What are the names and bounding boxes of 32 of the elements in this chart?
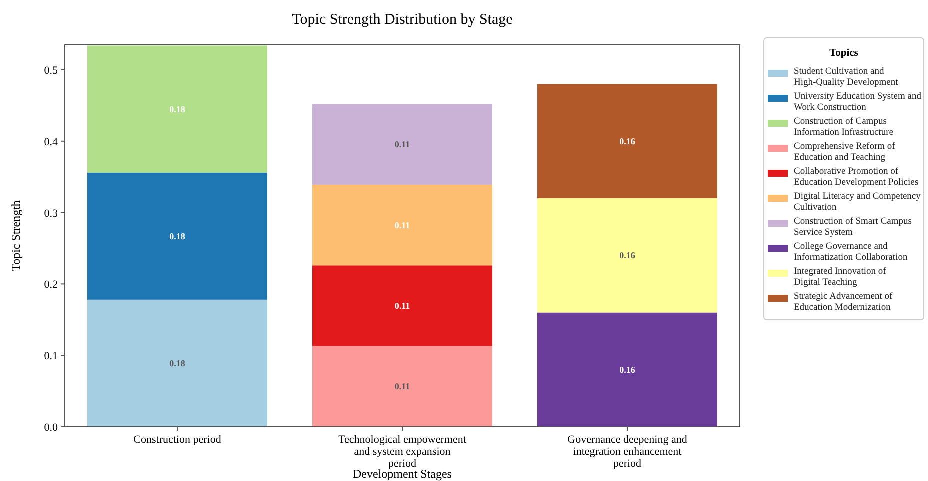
data-label: 0.16: [620, 364, 636, 375]
legend-title: Topics: [830, 48, 858, 59]
x-tick-label: Technological empowerment and system expansion period: [338, 434, 466, 470]
y-tick-label: 0.4: [44, 136, 58, 148]
data-label: 0.11: [394, 382, 411, 392]
x-tick-label: Governance deepening and integration enhancement period: [568, 434, 688, 470]
data-label: 0.18: [170, 231, 186, 242]
legend-label: College Governance and Informatization Collaboration: [794, 242, 908, 263]
y-tick-label: 0.1: [44, 350, 58, 363]
legend-label: Digital Literacy and Competency Cultivation: [794, 192, 922, 213]
y-tick-label: 0.2: [44, 279, 58, 292]
data-label: 0.11: [394, 220, 411, 230]
data-label: 0.11: [394, 140, 411, 150]
legend-label: Construction of Campus Information Infrastructure: [794, 117, 894, 138]
y-tick-label: 0.5: [44, 64, 58, 77]
legend-label: University Education System and Work Construction: [794, 92, 922, 113]
data-label: 0.16: [620, 136, 636, 146]
data-label: 0.16: [620, 250, 636, 261]
y-tick-label: 0.0: [44, 422, 58, 434]
legend-label: Strategic Advancement of Education Modernization: [794, 292, 894, 313]
y-axis-title: Topic Strength: [9, 200, 23, 272]
data-label: 0.18: [170, 358, 186, 368]
legend-label: Collaborative Promotion of Education Development Policies: [794, 167, 919, 188]
y-tick-label: 0.3: [44, 208, 58, 220]
data-label: 0.18: [170, 104, 186, 114]
data-label: 0.11: [394, 300, 411, 311]
legend-label: Construction of Smart Campus Service System: [794, 217, 912, 238]
legend-label: Integrated Innovation of Digital Teaching: [794, 267, 888, 288]
legend-label: Comprehensive Reform of Education and Teaching: [794, 142, 896, 163]
x-tick-label: Construction period: [134, 434, 222, 446]
legend-label: Student Cultivation and High-Quality Development: [794, 67, 899, 88]
chart-title: Topic Strength Distribution by Stage: [292, 12, 514, 28]
